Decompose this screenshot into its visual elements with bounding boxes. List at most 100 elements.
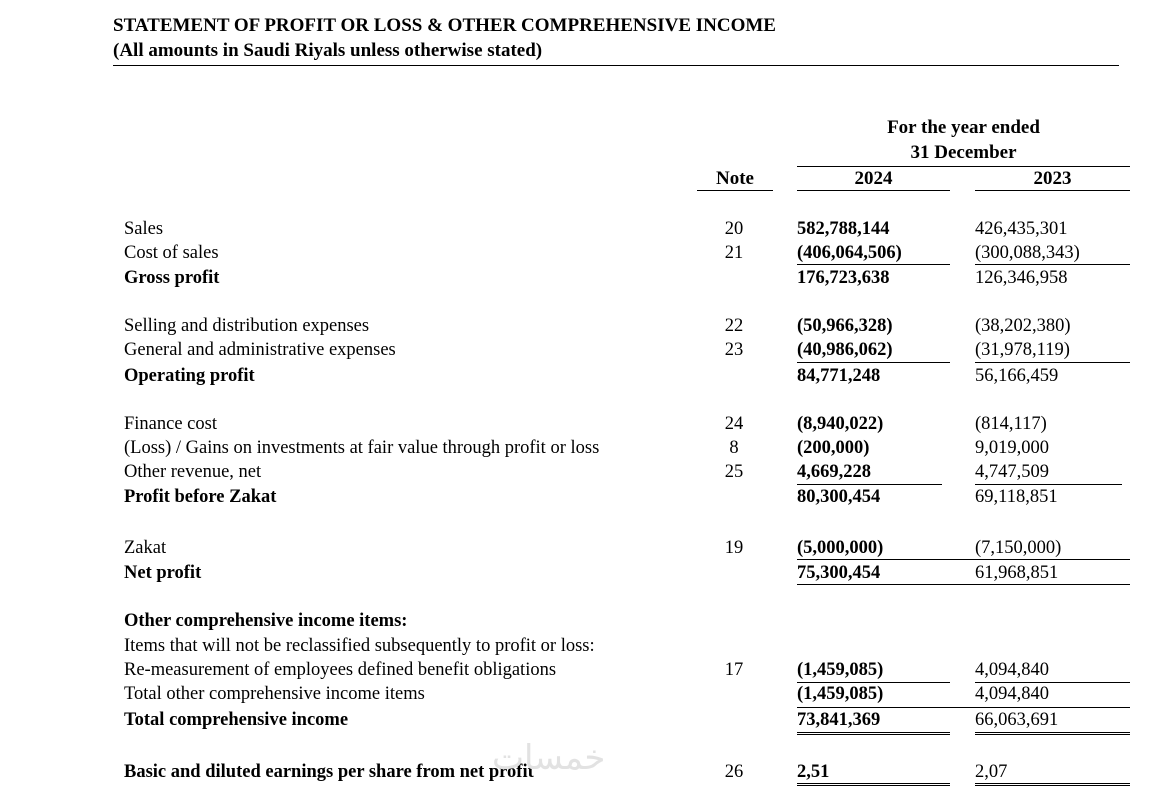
value-2023: 126,346,958 bbox=[975, 268, 1068, 288]
value-2023: (300,088,343) bbox=[975, 243, 1080, 263]
value-2024: (406,064,506) bbox=[797, 243, 902, 263]
statement-row: Basic and diluted earnings per share fro… bbox=[0, 761, 1150, 783]
statement-title: STATEMENT OF PROFIT OR LOSS & OTHER COMP… bbox=[113, 15, 776, 36]
row-label: Other revenue, net bbox=[124, 462, 262, 482]
row-note: 23 bbox=[724, 340, 744, 360]
statement-row: Zakat 19 (5,000,000) (7,150,000) bbox=[0, 537, 1150, 559]
statement-row: Other revenue, net 25 4,669,228 4,747,509 bbox=[0, 461, 1150, 483]
rule bbox=[797, 707, 1130, 708]
value-2024: 2,51 bbox=[797, 762, 830, 782]
row-note: 22 bbox=[724, 316, 744, 336]
row-label: Other comprehensive income items: bbox=[124, 611, 408, 631]
value-2024: 84,771,248 bbox=[797, 366, 881, 386]
value-2023: 426,435,301 bbox=[975, 219, 1068, 239]
double-rule bbox=[797, 732, 950, 735]
row-label: Basic and diluted earnings per share fro… bbox=[124, 762, 534, 782]
row-label: Zakat bbox=[124, 538, 167, 558]
row-label: Profit before Zakat bbox=[124, 487, 277, 507]
row-label: General and administrative expenses bbox=[124, 340, 396, 360]
double-rule bbox=[975, 783, 1130, 786]
statement-row: Finance cost 24 (8,940,022) (814,117) bbox=[0, 413, 1150, 435]
row-note: 24 bbox=[724, 414, 744, 434]
rule bbox=[797, 584, 1130, 585]
row-label: Total other comprehensive income items bbox=[124, 684, 425, 704]
value-2024: 582,788,144 bbox=[797, 219, 890, 239]
value-2023: 2,07 bbox=[975, 762, 1008, 782]
statement-row: Total comprehensive income 73,841,369 66,0… bbox=[0, 709, 1150, 731]
rule bbox=[797, 484, 942, 485]
value-2023: 61,968,851 bbox=[975, 563, 1059, 583]
year-2024-header: 2024 bbox=[854, 168, 893, 189]
period-header-line2: 31 December bbox=[910, 142, 1017, 163]
value-2024: (5,000,000) bbox=[797, 538, 884, 558]
period-header-line1: For the year ended bbox=[887, 117, 1040, 138]
value-2024: (1,459,085) bbox=[797, 660, 884, 680]
period-divider bbox=[797, 166, 1130, 167]
row-label: Finance cost bbox=[124, 414, 217, 434]
row-note: 19 bbox=[724, 538, 744, 558]
statement-row: Other comprehensive income items: bbox=[0, 610, 1150, 632]
value-2023: (38,202,380) bbox=[975, 316, 1071, 336]
statement-row: (Loss) / Gains on investments at fair va… bbox=[0, 437, 1150, 459]
value-2023: 4,747,509 bbox=[975, 462, 1049, 482]
note-header: Note bbox=[716, 168, 754, 189]
value-2023: 4,094,840 bbox=[975, 684, 1049, 704]
statement-row: Sales 20 582,788,144 426,435,301 bbox=[0, 218, 1150, 240]
value-2023: (31,978,119) bbox=[975, 340, 1070, 360]
value-2023: 69,118,851 bbox=[975, 487, 1058, 507]
row-note: 26 bbox=[724, 762, 744, 782]
value-2024: 75,300,454 bbox=[797, 563, 881, 583]
year-2023-underline bbox=[975, 190, 1130, 191]
row-label: Operating profit bbox=[124, 366, 255, 386]
statement-row: Profit before Zakat 80,300,454 69,118,851 bbox=[0, 486, 1150, 508]
year-2023-header: 2023 bbox=[1033, 168, 1072, 189]
statement-row: General and administrative expenses 23 (40… bbox=[0, 339, 1150, 361]
value-2024: 176,723,638 bbox=[797, 268, 890, 288]
value-2024: (40,986,062) bbox=[797, 340, 893, 360]
value-2023: 4,094,840 bbox=[975, 660, 1049, 680]
rule bbox=[797, 559, 1130, 560]
statement-subtitle: (All amounts in Saudi Riyals unless othe… bbox=[113, 40, 543, 61]
row-label: Net profit bbox=[124, 563, 202, 583]
row-note: 8 bbox=[729, 438, 739, 458]
double-rule bbox=[797, 783, 950, 786]
statement-row: Net profit 75,300,454 61,968,851 bbox=[0, 562, 1150, 584]
statement-row: Gross profit 176,723,638 126,346,958 bbox=[0, 267, 1150, 289]
value-2024: (8,940,022) bbox=[797, 414, 884, 434]
statement-row: Re-measurement of employees defined bene… bbox=[0, 659, 1150, 681]
row-note: 20 bbox=[724, 219, 744, 239]
statement-row: Cost of sales 21 (406,064,506) (300,088,343… bbox=[0, 242, 1150, 264]
rule bbox=[797, 682, 950, 683]
rule bbox=[975, 362, 1130, 363]
row-note: 17 bbox=[724, 660, 744, 680]
row-note: 25 bbox=[724, 462, 744, 482]
double-rule bbox=[975, 732, 1130, 735]
row-label: Gross profit bbox=[124, 268, 220, 288]
rule bbox=[975, 484, 1122, 485]
value-2024: 4,669,228 bbox=[797, 462, 871, 482]
value-2023: 9,019,000 bbox=[975, 438, 1049, 458]
row-label: Re-measurement of employees defined bene… bbox=[124, 660, 557, 680]
value-2024: (1,459,085) bbox=[797, 684, 884, 704]
year-2024-underline bbox=[797, 190, 950, 191]
value-2023: (814,117) bbox=[975, 414, 1047, 434]
value-2023: 56,166,459 bbox=[975, 366, 1059, 386]
row-note: 21 bbox=[724, 243, 744, 263]
row-label: (Loss) / Gains on investments at fair va… bbox=[124, 438, 600, 458]
row-label: Items that will not be reclassified subs… bbox=[124, 636, 595, 656]
statement-row: Total other comprehensive income items (1… bbox=[0, 683, 1150, 705]
value-2023: 66,063,691 bbox=[975, 710, 1059, 730]
title-divider bbox=[113, 65, 1119, 66]
row-label: Cost of sales bbox=[124, 243, 219, 263]
rule bbox=[797, 264, 950, 265]
statement-row: Items that will not be reclassified subs… bbox=[0, 635, 1150, 657]
value-2024: (50,966,328) bbox=[797, 316, 893, 336]
statement-row: Operating profit 84,771,248 56,166,459 bbox=[0, 365, 1150, 387]
row-label: Sales bbox=[124, 219, 164, 239]
row-label: Selling and distribution expenses bbox=[124, 316, 370, 336]
note-underline bbox=[697, 190, 773, 191]
rule bbox=[797, 362, 950, 363]
rule bbox=[975, 264, 1130, 265]
statement-row: Selling and distribution expenses 22 (50,9… bbox=[0, 315, 1150, 337]
